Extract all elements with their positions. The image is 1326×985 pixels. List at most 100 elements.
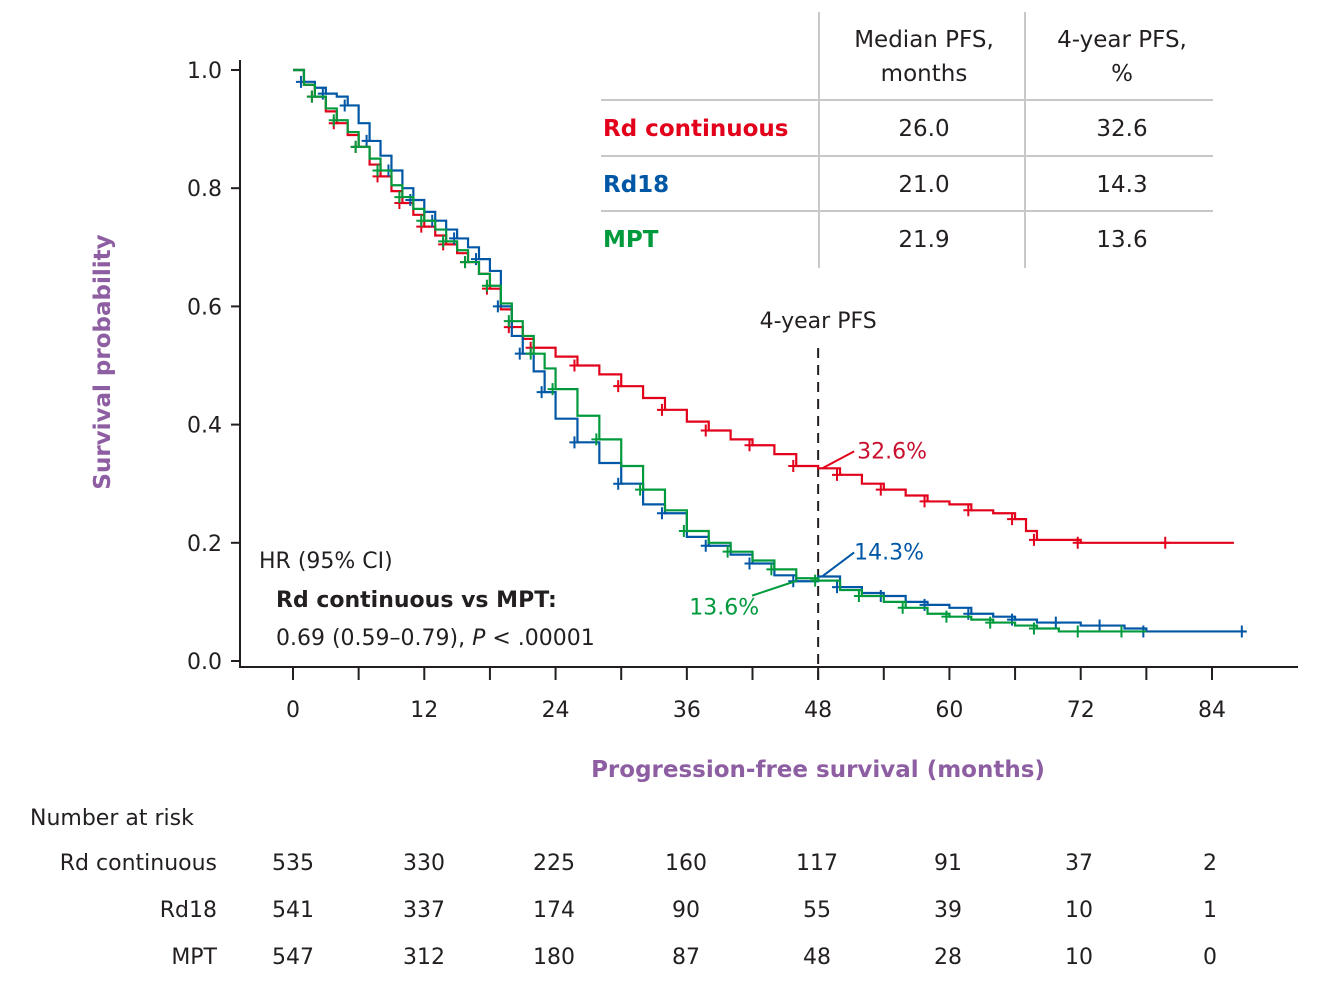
censor-mark [1072, 625, 1083, 638]
table-cell-mpt-median: 21.9 [898, 227, 949, 253]
censor-mark [1007, 513, 1018, 526]
censor-mark [832, 468, 843, 481]
table-header-median-line2: months [881, 61, 968, 87]
risk-value: 535 [272, 851, 314, 876]
risk-value: 337 [403, 898, 445, 923]
censor-mark [810, 574, 821, 587]
censor-mark [919, 495, 930, 508]
hr-value-text: 0.69 (0.59–0.79), [276, 626, 472, 651]
risk-value: 547 [272, 945, 314, 970]
x-axis-title: Progression-free survival (months) [591, 757, 1045, 783]
survival-curves [293, 68, 1247, 638]
risk-row-label: MPT [171, 945, 217, 970]
hr-heading: HR (95% CI) [259, 549, 393, 574]
censor-mark [1072, 536, 1083, 549]
censor-mark [766, 563, 777, 576]
censor-mark [525, 347, 536, 360]
censor-mark [503, 315, 514, 328]
censor-mark [328, 114, 339, 127]
table-row-label-rd-continuous: Rd continuous [603, 116, 788, 142]
table-cell-rd-continuous-median: 26.0 [898, 116, 949, 142]
table-header-4yr-line1: 4-year PFS, [1057, 27, 1187, 53]
censor-mark [569, 359, 580, 372]
risk-value: 2 [1203, 851, 1217, 876]
series-mpt [293, 68, 1147, 638]
censor-mark [514, 347, 525, 360]
pct-annotations: 32.6% 14.3% 13.6% [689, 439, 927, 620]
table-cell-mpt-4yr: 13.6 [1096, 227, 1147, 253]
survival-curve [293, 68, 1245, 633]
censor-mark [853, 589, 864, 602]
risk-value: 160 [665, 851, 707, 876]
y-tick-label: 0.0 [187, 650, 222, 675]
risk-row-rd18: Rd18 541 337 174 90 55 39 10 1 [160, 898, 1217, 923]
censor-mark [1236, 625, 1247, 638]
risk-value: 117 [796, 851, 838, 876]
censor-mark [547, 383, 558, 396]
censor-mark [613, 380, 624, 393]
risk-value: 330 [403, 851, 445, 876]
censor-mark [350, 140, 361, 153]
censor-mark [700, 424, 711, 437]
hr-comparison: Rd continuous vs MPT: [276, 588, 557, 613]
censor-mark [635, 483, 646, 496]
pct-label-rd-continuous: 32.6% [857, 439, 927, 464]
censor-mark [1028, 622, 1039, 635]
censor-mark [372, 164, 383, 177]
risk-value: 55 [803, 898, 831, 923]
risk-value: 10 [1065, 945, 1093, 970]
hr-p-text: < .00001 [485, 626, 594, 651]
censor-mark [339, 99, 350, 112]
censor-mark [722, 545, 733, 558]
risk-value: 87 [672, 945, 700, 970]
censor-mark [941, 610, 952, 623]
risk-value: 225 [533, 851, 575, 876]
x-tick-label: 36 [673, 698, 701, 723]
censor-mark [492, 300, 503, 313]
table-cell-rd-continuous-4yr: 32.6 [1096, 116, 1147, 142]
censor-mark [438, 235, 449, 248]
censor-mark [897, 601, 908, 614]
risk-value: 90 [672, 898, 700, 923]
x-tick-label: 0 [286, 698, 300, 723]
axes: 0.0 0.2 0.4 0.6 0.8 1.0 0 12 24 36 48 60 72 84 [187, 59, 1298, 723]
pct-label-rd18: 14.3% [854, 540, 924, 565]
risk-row-rd-continuous: Rd continuous 535 330 225 160 117 91 37 2 [60, 851, 1217, 876]
x-tick-label: 60 [935, 698, 963, 723]
y-tick-label: 0.4 [187, 414, 222, 439]
censor-mark [1094, 619, 1105, 632]
censor-mark [788, 459, 799, 472]
risk-row-label: Rd continuous [60, 851, 217, 876]
y-tick-label: 0.2 [187, 532, 222, 557]
censor-mark [744, 557, 755, 570]
risk-value: 48 [803, 945, 831, 970]
y-tick-label: 1.0 [187, 59, 222, 84]
table-row-label-mpt: MPT [603, 227, 659, 253]
censor-mark [1160, 536, 1171, 549]
leader-mpt [751, 579, 798, 597]
censor-mark [744, 439, 755, 452]
risk-value: 1 [1203, 898, 1217, 923]
risk-row-label: Rd18 [160, 898, 217, 923]
survival-curve [293, 68, 1234, 544]
hr-value: 0.69 (0.59–0.79), P < .00001 [276, 626, 595, 651]
censor-mark [613, 477, 624, 490]
leader-rd-continuous [821, 450, 855, 470]
y-axis-title: Survival probability [90, 234, 116, 489]
x-ticks: 0 12 24 36 48 60 72 84 [286, 667, 1226, 723]
table-row-label-rd18: Rd18 [603, 172, 669, 198]
censor-mark [656, 403, 667, 416]
leader-rd18 [821, 551, 855, 578]
x-tick-label: 84 [1198, 698, 1226, 723]
y-ticks: 0.0 0.2 0.4 0.6 0.8 1.0 [187, 59, 240, 675]
risk-value: 312 [403, 945, 445, 970]
pct-label-mpt: 13.6% [689, 596, 759, 621]
censor-mark [481, 279, 492, 292]
risk-value: 180 [533, 945, 575, 970]
censor-mark [460, 256, 471, 269]
censor-mark [1116, 625, 1127, 638]
table-cell-rd18-4yr: 14.3 [1096, 172, 1147, 198]
risk-value: 541 [272, 898, 314, 923]
censor-mark [416, 214, 427, 227]
